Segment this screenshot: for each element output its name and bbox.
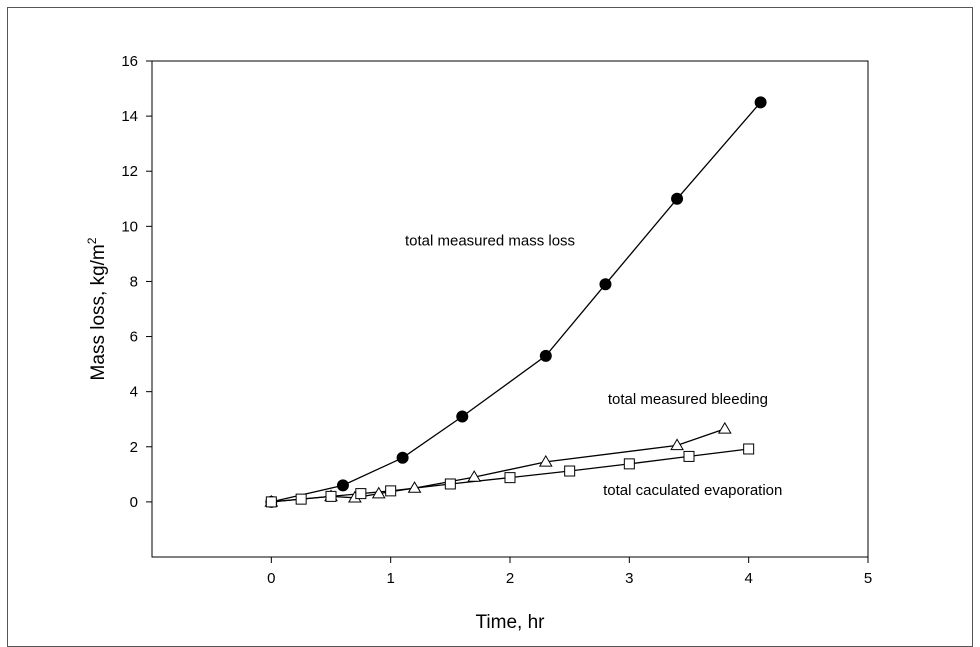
x-tick-label: 4 [744, 570, 752, 587]
data-point-triangle [538, 454, 553, 467]
data-point-circle [456, 410, 469, 423]
data-point-triangle [717, 421, 732, 434]
y-tick-label: 8 [130, 273, 138, 290]
data-point-circle [599, 278, 612, 291]
data-point-square [325, 490, 337, 502]
y-tick-label: 16 [121, 53, 138, 70]
y-tick-label: 0 [130, 494, 138, 511]
data-point-square [623, 458, 635, 470]
data-point-square [743, 443, 755, 455]
data-point-square [355, 488, 367, 500]
data-point-circle [336, 479, 349, 492]
y-tick-label: 14 [121, 108, 138, 125]
data-point-triangle [371, 486, 386, 499]
x-tick-label: 1 [386, 570, 394, 587]
annotation-label: total measured mass loss [405, 233, 575, 250]
y-axis-title: Mass loss, kg/m2 [85, 237, 109, 380]
data-point-square [564, 465, 576, 477]
y-axis-title-superscript: 2 [85, 237, 99, 244]
data-point-square [265, 496, 277, 508]
x-axis-title: Time, hr [476, 612, 546, 633]
data-point-circle [754, 96, 767, 109]
data-point-square [444, 478, 456, 490]
x-tick-label: 0 [267, 570, 275, 587]
x-tick-label: 5 [864, 570, 872, 587]
x-tick-label: 2 [506, 570, 514, 587]
y-tick-label: 2 [130, 439, 138, 456]
y-axis-title-main: Mass loss, kg/m [88, 244, 109, 380]
data-point-circle [539, 349, 552, 362]
y-tick-label: 10 [121, 218, 138, 235]
data-point-circle [671, 192, 684, 205]
y-tick-label: 4 [130, 384, 138, 401]
series-line-0 [271, 101, 762, 503]
data-point-triangle [670, 438, 684, 451]
y-tick-label: 12 [121, 163, 138, 180]
data-point-circle [396, 451, 409, 464]
data-point-triangle [467, 470, 482, 482]
y-tick-label: 6 [130, 329, 138, 346]
data-point-square [295, 493, 307, 505]
annotation-label: total measured bleeding [608, 391, 768, 408]
annotation-label: total caculated evaporation [603, 482, 782, 499]
data-point-square [683, 450, 695, 462]
data-point-triangle [407, 481, 422, 493]
data-point-square [504, 472, 516, 484]
x-tick-label: 3 [625, 570, 633, 587]
data-point-square [385, 485, 397, 497]
